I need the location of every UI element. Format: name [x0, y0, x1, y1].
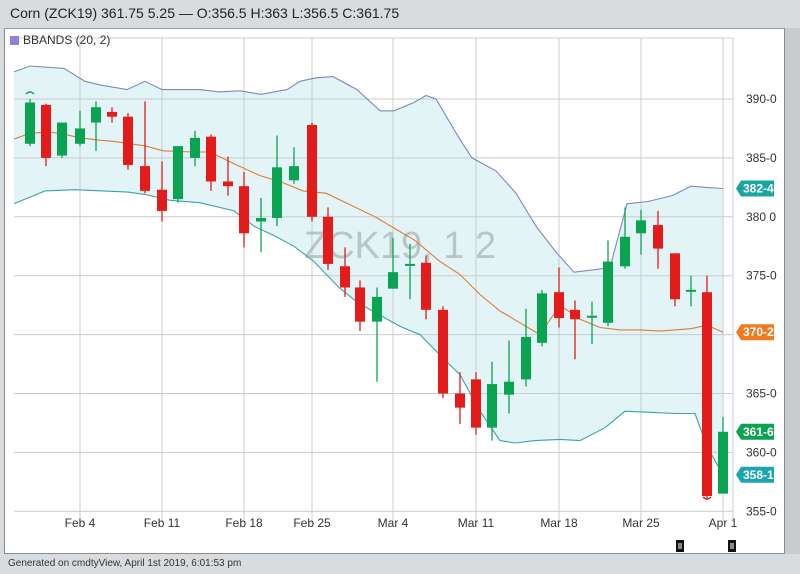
candle-body[interactable]	[272, 167, 282, 218]
last-price-tag: 361-6	[743, 425, 774, 439]
legend-label: BBANDS (20, 2)	[23, 33, 111, 47]
bollinger-lower-line	[13, 189, 724, 476]
high-marker-icon	[25, 91, 35, 95]
candle-body[interactable]	[239, 186, 249, 234]
bollinger-middle-line	[13, 131, 724, 336]
y-axis-tick-label: 385-0	[746, 151, 777, 165]
candle-body[interactable]	[405, 263, 415, 266]
candle-body[interactable]	[340, 266, 350, 288]
candle-body[interactable]	[636, 220, 646, 234]
candle-body[interactable]	[256, 217, 266, 222]
candle-body[interactable]	[702, 292, 712, 496]
candle-body[interactable]	[670, 253, 680, 300]
candle-body[interactable]	[41, 104, 51, 158]
candle-body[interactable]	[455, 393, 465, 408]
candle-body[interactable]	[307, 124, 317, 217]
low-marker-icon	[702, 496, 712, 500]
candle-body[interactable]	[620, 236, 630, 267]
indicator-legend[interactable]: BBANDS (20, 2)	[10, 33, 110, 47]
candle-body[interactable]	[323, 216, 333, 264]
y-axis-tick-label: 365-0	[746, 387, 777, 401]
candle-body[interactable]	[107, 111, 117, 117]
candle-body[interactable]	[123, 116, 133, 165]
last-price-tag-bg	[736, 423, 774, 440]
x-axis-tick-label: Feb 11	[144, 516, 181, 530]
candle-body[interactable]	[438, 309, 448, 394]
lower-band-price-tag-bg	[736, 466, 774, 483]
x-axis-tick-label: Mar 25	[622, 516, 660, 530]
candle-body[interactable]	[587, 315, 597, 318]
candle-body[interactable]	[57, 122, 67, 156]
candle-body[interactable]	[157, 189, 167, 211]
candle-body[interactable]	[25, 102, 35, 144]
title-bar: Corn (ZCK19) 361.75 5.25 — O:356.5 H:363…	[0, 0, 800, 28]
lower-band-price-tag: 358-1	[743, 468, 774, 482]
candle-body[interactable]	[554, 292, 564, 319]
candle-body[interactable]	[686, 289, 696, 292]
candle-body[interactable]	[289, 166, 299, 181]
middle-band-price-tag-bg	[736, 324, 774, 341]
y-axis-tick-label: 375-0	[746, 269, 777, 283]
candle-body[interactable]	[75, 128, 85, 144]
x-axis-tick-label: Feb 25	[293, 516, 331, 530]
candle-body[interactable]	[471, 379, 481, 428]
y-axis-tick-label: 380 0	[746, 210, 776, 224]
x-axis-tick-label: Mar 18	[540, 516, 578, 530]
candle-body[interactable]	[537, 293, 547, 343]
y-axis-tick-label: 360-0	[746, 445, 777, 459]
candle-body[interactable]	[718, 431, 728, 494]
range-start-handle[interactable]	[676, 540, 684, 552]
y-axis-tick-label: 390-0	[746, 92, 777, 106]
candle-body[interactable]	[372, 296, 382, 322]
candle-body[interactable]	[355, 287, 365, 322]
range-end-handle[interactable]	[728, 540, 736, 552]
candle-body[interactable]	[223, 181, 233, 187]
candle-body[interactable]	[91, 107, 101, 123]
bollinger-band-fill	[14, 66, 723, 475]
candle-body[interactable]	[603, 261, 613, 323]
x-axis-tick-label: Feb 4	[65, 516, 96, 530]
x-axis-tick-label: Mar 4	[378, 516, 409, 530]
x-axis-tick-label: Feb 18	[225, 516, 263, 530]
footer-generated-note: Generated on cmdtyView, April 1st 2019, …	[8, 558, 242, 569]
candle-body[interactable]	[173, 146, 183, 200]
candle-body[interactable]	[206, 136, 216, 182]
middle-band-price-tag: 370-2	[743, 325, 774, 339]
candle-body[interactable]	[487, 384, 497, 428]
candle-body[interactable]	[504, 381, 514, 395]
candle-body[interactable]	[521, 336, 531, 380]
x-axis-tick-label: Mar 11	[458, 516, 495, 530]
candle-body[interactable]	[388, 272, 398, 289]
candle-body[interactable]	[421, 262, 431, 310]
y-axis-tick-label: 355-0	[746, 504, 777, 518]
legend-swatch	[10, 35, 19, 45]
candle-body[interactable]	[653, 225, 663, 249]
upper-band-price-tag-bg	[736, 180, 774, 197]
upper-band-price-tag: 382-4	[743, 182, 774, 196]
candle-body[interactable]	[140, 166, 150, 191]
x-axis-tick-label: Apr 1	[709, 516, 738, 530]
quote-header: Corn (ZCK19) 361.75 5.25 — O:356.5 H:363…	[10, 5, 400, 21]
candle-body[interactable]	[190, 137, 200, 158]
right-gutter	[785, 28, 800, 554]
candle-body[interactable]	[570, 309, 580, 320]
